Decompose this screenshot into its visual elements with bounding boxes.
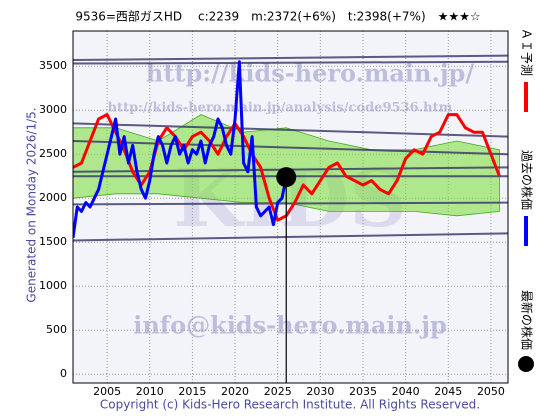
x-tick-label: 2025 [264,385,292,398]
trend-line [73,201,508,206]
plot: http://kids-hero.main.jp/http://kids-her… [73,31,508,383]
legend-label: ＡＩ予測 [520,28,534,76]
watermark: info@kids-hero.main.jp [133,311,447,340]
y-tick-label: 1500 [39,235,67,248]
y-tick-label: 500 [46,323,67,336]
trend-line [73,232,508,242]
x-tick-label: 2015 [178,385,206,398]
plot-frame [72,30,509,384]
trend-line [73,54,508,62]
watermark: http://kids-hero.main.jp/analysis/code95… [108,101,453,116]
legend-label: 過去の株価 [520,150,535,210]
chart-title: 9536=西部ガスHD c:2239 m:2372(+6%) t:2398(+7… [75,9,480,24]
y-tick-label: 3500 [39,59,67,72]
x-tick-label: 2030 [306,385,334,398]
series-line [73,60,288,239]
x-tick-label: 2020 [221,385,249,398]
x-tick-label: 2045 [434,385,462,398]
side-note: Generated on Monday 2026/1/5. [25,107,39,302]
current-point [276,167,297,188]
y-tick-label: 1000 [39,279,67,292]
x-tick-label: 2005 [93,385,121,398]
trend-line [73,60,508,65]
y-tick-label: 3000 [39,103,67,116]
x-tick-label: 2035 [349,385,377,398]
x-tick-label: 2040 [392,385,420,398]
y-tick-label: 2000 [39,191,67,204]
y-tick-label: 2500 [39,147,67,160]
legend-swatch [518,356,534,373]
x-tick-label: 2010 [136,385,164,398]
trend-line [73,140,508,156]
band [73,114,500,217]
x-tick-label: 2050 [477,385,505,398]
y-tick-label: 0 [60,367,67,380]
footer: Copyright (c) Kids-Hero Research Institu… [100,398,480,412]
legend-label: 最新の株価 [520,290,535,350]
